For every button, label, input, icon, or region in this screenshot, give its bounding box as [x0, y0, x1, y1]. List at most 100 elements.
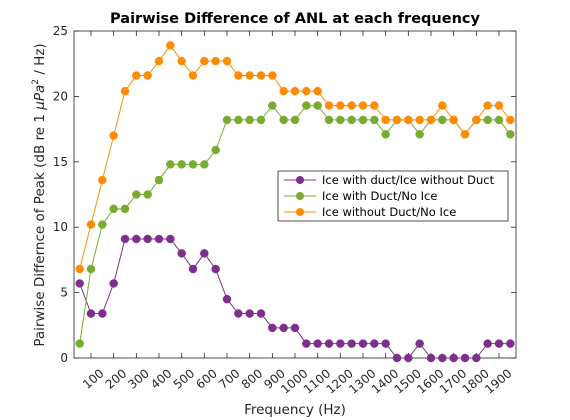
data-point — [166, 234, 175, 244]
data-point — [154, 234, 164, 244]
data-point — [290, 115, 300, 125]
series-3 — [75, 41, 515, 274]
data-point — [109, 131, 118, 140]
data-point — [449, 353, 458, 363]
data-point — [86, 264, 96, 274]
y-tick-label: 25 — [53, 24, 68, 38]
data-point — [166, 160, 175, 169]
y-tick-label: 5 — [60, 286, 68, 300]
data-point — [132, 71, 141, 80]
y-axis-label-unit: μPa — [32, 85, 48, 111]
data-point — [245, 115, 254, 125]
x-axis-label: Frequency (Hz) — [244, 402, 346, 418]
data-point — [120, 204, 130, 214]
plot-area: 0510152025100200300400500600700800900100… — [53, 24, 517, 397]
data-point — [302, 101, 311, 110]
data-point — [438, 353, 447, 363]
data-point — [268, 323, 277, 333]
data-point — [222, 294, 232, 304]
legend-label: Ice with duct/Ice without Duct — [322, 173, 495, 187]
data-point — [336, 115, 345, 125]
data-point — [381, 115, 390, 125]
data-point — [313, 86, 322, 96]
data-point — [370, 115, 379, 125]
data-point — [279, 115, 288, 125]
data-point — [177, 56, 186, 66]
y-tick-label: 0 — [60, 351, 68, 365]
data-point — [324, 115, 334, 125]
data-point — [177, 160, 186, 169]
data-point — [75, 264, 84, 274]
data-point — [415, 130, 424, 139]
data-point — [98, 309, 107, 318]
data-point — [279, 323, 288, 333]
data-point — [188, 160, 198, 169]
data-point — [120, 86, 130, 96]
y-axis-label-prefix: Pairwise Differnce of Peak (dB re 1 — [32, 110, 48, 347]
legend-label: Ice without Duct/No Ice — [322, 205, 456, 219]
data-point — [245, 309, 254, 318]
data-point — [370, 339, 379, 348]
data-point — [381, 130, 390, 139]
data-point — [415, 339, 424, 348]
data-point — [460, 130, 470, 139]
data-point — [483, 339, 492, 348]
data-point — [460, 353, 470, 363]
data-point — [483, 115, 492, 125]
legend-marker — [296, 176, 304, 184]
y-axis-label: Pairwise Differnce of Peak (dB re 1 μPa2… — [31, 43, 48, 346]
data-point — [506, 339, 515, 348]
data-point — [200, 249, 209, 258]
data-point — [438, 115, 447, 125]
data-point — [234, 71, 243, 80]
data-point — [86, 309, 96, 318]
data-point — [143, 71, 152, 80]
y-axis-label-sup: 2 — [31, 79, 41, 85]
data-point — [200, 160, 209, 169]
data-point — [132, 234, 141, 244]
data-point — [154, 56, 164, 66]
data-point — [290, 86, 300, 96]
data-point — [438, 101, 447, 110]
data-point — [109, 279, 118, 288]
data-point — [415, 115, 424, 125]
data-point — [313, 339, 322, 348]
data-point — [86, 220, 96, 229]
data-point — [324, 339, 334, 348]
data-point — [211, 56, 220, 66]
data-point — [392, 353, 402, 363]
data-point — [268, 101, 277, 110]
data-point — [211, 264, 220, 274]
data-point — [98, 220, 107, 229]
data-point — [188, 264, 198, 274]
data-point — [120, 234, 130, 244]
data-point — [404, 353, 413, 363]
y-tick-label: 20 — [53, 89, 68, 103]
data-point — [132, 190, 141, 199]
legend-marker — [296, 208, 304, 216]
data-point — [222, 115, 232, 125]
data-point — [143, 234, 152, 244]
data-point — [426, 353, 436, 363]
data-point — [75, 339, 84, 348]
data-point — [154, 175, 164, 185]
data-point — [234, 309, 243, 318]
data-point — [234, 115, 243, 125]
y-tick-label: 10 — [53, 220, 68, 234]
legend: Ice with duct/Ice without Duct Ice with D… — [277, 170, 509, 222]
data-point — [426, 115, 436, 125]
data-point — [370, 101, 379, 110]
data-point — [166, 41, 175, 50]
data-point — [358, 115, 368, 125]
data-point — [200, 56, 209, 66]
data-point — [506, 115, 515, 125]
data-point — [347, 115, 356, 125]
data-point — [302, 339, 311, 348]
data-point — [404, 115, 413, 125]
data-point — [449, 115, 458, 125]
data-point — [347, 339, 356, 348]
data-point — [358, 339, 368, 348]
data-point — [268, 71, 277, 80]
legend-label: Ice with Duct/No Ice — [322, 189, 437, 203]
